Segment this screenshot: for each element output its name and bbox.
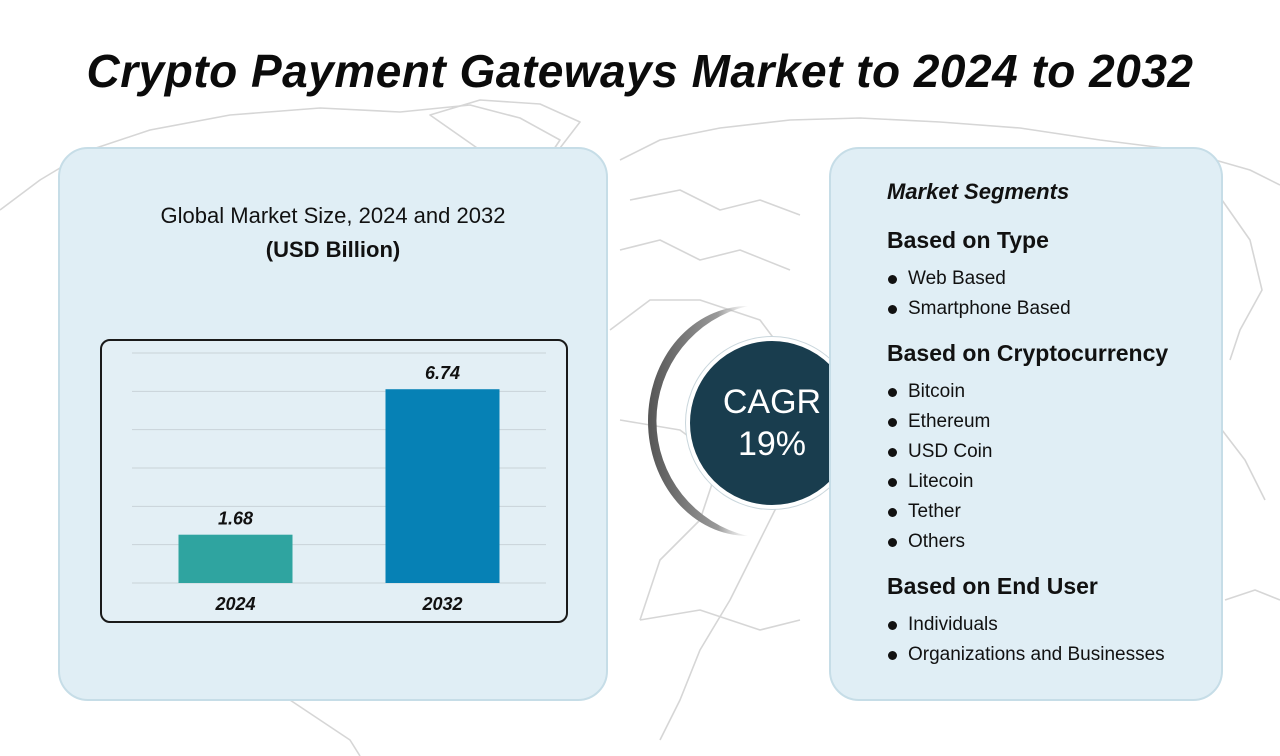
chart-title: Global Market Size, 2024 and 2032 [160, 203, 506, 228]
segment-item: Tether [887, 497, 1217, 527]
segment-heading: Based on End User [887, 573, 1098, 599]
map-borders-1 [629, 189, 801, 216]
market-segments-panel: Market Segments Based on Type Web Based … [829, 147, 1223, 701]
map-africa-inner [619, 419, 721, 621]
page-title: Crypto Payment Gateways Market to 2024 t… [86, 45, 1194, 97]
cagr-value: 19% [737, 425, 807, 463]
segment-item: Web Based [887, 264, 1217, 294]
x-tick-label-2024: 2024 [214, 594, 255, 614]
segment-item: Organizations and Businesses [887, 640, 1217, 670]
chart-heading: Global Market Size, 2024 and 2032 (USD B… [60, 199, 606, 267]
map-asia-south [1221, 429, 1266, 501]
segment-item: Smartphone Based [887, 294, 1217, 324]
segment-group-end-user: Based on End User Individuals Organizati… [887, 573, 1217, 670]
bar-2032 [385, 389, 500, 583]
map-australia [1224, 589, 1280, 601]
map-borders-2 [619, 239, 791, 271]
segment-group-type: Based on Type Web Based Smartphone Based [887, 227, 1217, 324]
market-size-panel: Global Market Size, 2024 and 2032 (USD B… [58, 147, 608, 701]
segment-item: Bitcoin [887, 377, 1217, 407]
segment-heading: Based on Cryptocurrency [887, 340, 1169, 366]
bar-2024 [178, 534, 293, 583]
map-asia-east [1221, 199, 1263, 361]
segment-item: Others [887, 527, 1217, 557]
segment-item: Individuals [887, 610, 1217, 640]
segment-item: USD Coin [887, 437, 1217, 467]
segment-item: Ethereum [887, 407, 1217, 437]
segments-title: Market Segments [887, 179, 1070, 204]
chart-frame: 1.68 2024 6.74 2032 [100, 339, 568, 623]
data-label-2024: 1.68 [218, 509, 253, 529]
bar-chart: 1.68 2024 6.74 2032 [132, 352, 546, 614]
chart-unit: (USD Billion) [265, 237, 401, 262]
cagr-label: CAGR [722, 383, 822, 421]
map-south-america [289, 699, 361, 756]
data-label-2032: 6.74 [425, 363, 460, 383]
segment-item: Litecoin [887, 467, 1217, 497]
segment-group-cryptocurrency: Based on Cryptocurrency Bitcoin Ethereum… [887, 340, 1217, 557]
map-borders-3 [639, 609, 801, 631]
x-tick-label-2032: 2032 [421, 594, 462, 614]
segment-heading: Based on Type [887, 227, 1049, 253]
